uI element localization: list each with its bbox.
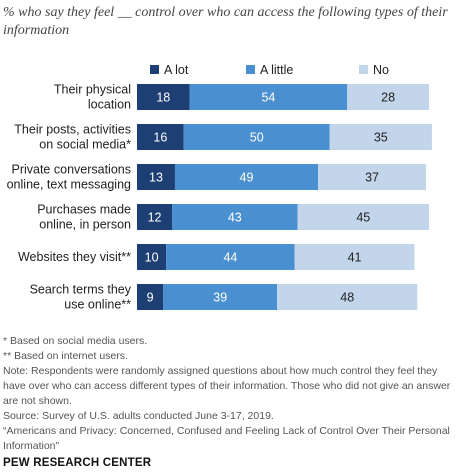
category-label: Their physical location [54, 83, 131, 112]
bar-a-lot [137, 124, 184, 150]
category-label: Websites they visit** [18, 250, 131, 264]
data-label-no: 48 [340, 291, 354, 305]
bar-no [297, 204, 429, 230]
legend-swatch-a-lot [150, 65, 159, 74]
data-label-a-lot: 10 [145, 251, 159, 265]
bar-a-little [174, 164, 319, 190]
bar-a-lot [137, 244, 167, 270]
data-label-a-little: 44 [223, 251, 237, 265]
chart-title: % who say they feel __ control over who … [3, 5, 448, 38]
data-label-a-lot: 12 [148, 211, 162, 225]
bar-no [277, 284, 418, 310]
footnote-social: * Based on social media users. [3, 335, 148, 347]
bar-a-little [189, 84, 348, 110]
legend-label-no: No [373, 63, 389, 77]
bar-a-little [166, 244, 295, 270]
data-label-a-little: 39 [213, 291, 227, 305]
category-label: Private conversations online, text messag… [7, 163, 131, 192]
data-label-no: 37 [365, 171, 379, 185]
data-label-no: 41 [348, 251, 362, 265]
bar-a-little [172, 204, 298, 230]
footnote-internet: ** Based on internet users. [3, 350, 128, 362]
legend-item-a-lot: A lot [150, 63, 188, 77]
bar-a-little [183, 124, 330, 150]
legend-label-a-little: A little [260, 63, 294, 77]
data-label-no: 45 [356, 211, 370, 225]
footnote-source: Source: Survey of U.S. adults conducted … [3, 410, 274, 422]
category-label: Their posts, activities on social media* [14, 123, 131, 152]
data-label-a-little: 54 [261, 91, 275, 105]
bar-a-lot [137, 84, 190, 110]
legend-item-no: No [359, 63, 389, 77]
data-label-a-little: 43 [228, 211, 242, 225]
legend-swatch-no [359, 65, 368, 74]
bar-a-little [163, 284, 278, 310]
data-label-a-lot: 16 [153, 131, 167, 145]
legend-swatch-a-little [246, 65, 255, 74]
category-label: Purchases made online, in person [37, 203, 131, 232]
legend: A lot A little No [0, 63, 460, 79]
bar-a-lot [137, 164, 175, 190]
data-label-a-lot: 13 [149, 171, 163, 185]
bar-no [294, 244, 415, 270]
legend-label-a-lot: A lot [164, 63, 189, 77]
data-label-a-lot: 9 [147, 291, 154, 305]
data-label-no: 35 [374, 131, 388, 145]
category-label: Search terms they use online** [30, 283, 132, 312]
data-label-a-lot: 18 [156, 91, 170, 105]
bar-no [318, 164, 427, 190]
bar-a-lot [137, 204, 173, 230]
bar-a-lot [137, 284, 164, 310]
footnote-report: “Americans and Privacy: Concerned, Confu… [3, 425, 450, 452]
data-label-a-little: 49 [240, 171, 254, 185]
bar-no [347, 84, 429, 110]
stacked-bar-chart: Their physical location 18 54 28 Their posts,… [7, 83, 432, 312]
brand-label: PEW RESEARCH CENTER [3, 457, 152, 469]
footnotes: * Based on social media users. ** Based … [3, 334, 455, 454]
bar-no [329, 124, 432, 150]
footnote-note: Note: Respondents were randomly assigned… [3, 365, 451, 407]
data-label-no: 28 [381, 91, 395, 105]
legend-item-a-little: A little [246, 63, 293, 77]
data-label-a-little: 50 [250, 131, 264, 145]
